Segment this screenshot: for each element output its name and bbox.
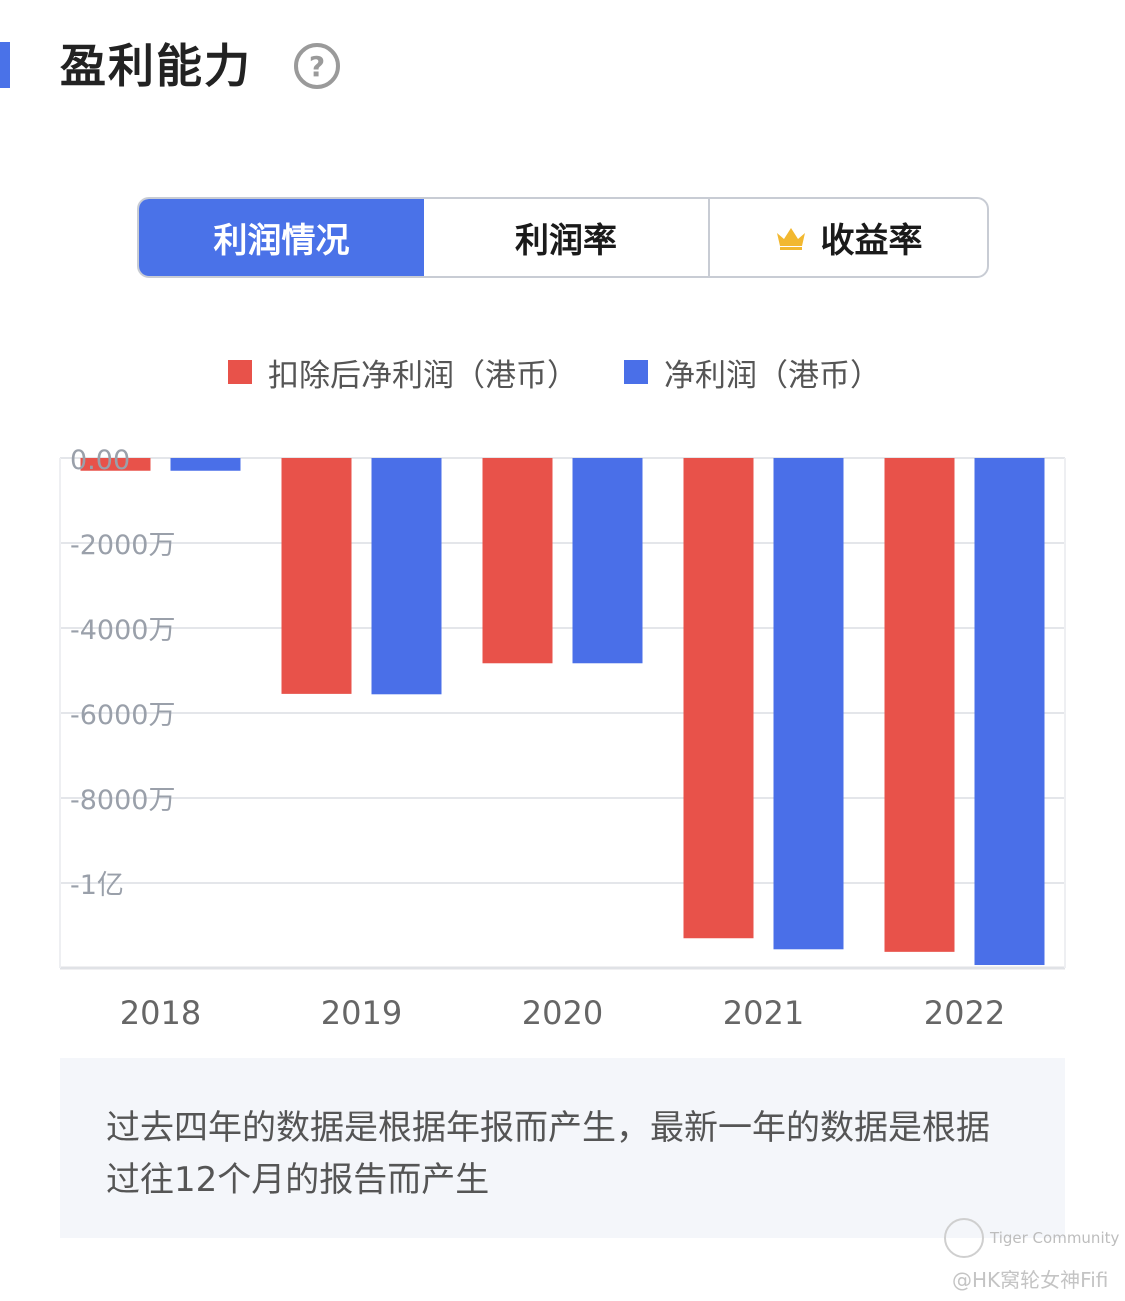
profit-bar-chart: 2018 2019 2020 2021 2022 0.00 -2000万 -4000万 -600… <box>59 445 1066 1032</box>
bar-2018-series-1 <box>170 458 241 471</box>
bar-2020-series-1 <box>572 458 643 664</box>
y-tick-label: -1亿 <box>70 870 124 901</box>
legend-item-net-profit[interactable]: 净利润（港币） <box>624 350 881 395</box>
bar-2018-series-0 <box>80 458 151 471</box>
bar-2022-series-0 <box>884 458 955 952</box>
tiger-logo-icon <box>944 1218 984 1258</box>
question-circle-icon[interactable]: ? <box>294 43 340 89</box>
help-symbol: ? <box>308 49 326 83</box>
bar-2020-series-0 <box>482 458 553 664</box>
legend-item-adjusted-net-profit[interactable]: 扣除后净利润（港币） <box>228 350 578 395</box>
section-accent-bar <box>0 42 10 88</box>
bar-2019-series-0 <box>281 458 352 694</box>
data-source-note: 过去四年的数据是根据年报而产生，最新一年的数据是根据过往12个月的报告而产生 <box>60 1058 1065 1238</box>
crown-icon <box>776 227 805 250</box>
tab-profit-overview-label: 利润情况 <box>213 221 350 261</box>
legend-swatch-blue <box>624 360 648 384</box>
x-tick-label: 2018 <box>120 994 201 1032</box>
x-tick-label: 2021 <box>723 994 804 1032</box>
bar-2022-series-1 <box>974 458 1045 966</box>
tab-profit-margin-label: 利润率 <box>515 221 617 261</box>
tab-profit-overview[interactable]: 利润情况 <box>139 199 424 276</box>
tab-bar: 利润情况 利润率 收益率 <box>137 197 989 278</box>
y-tick-label: -2000万 <box>70 530 175 561</box>
x-tick-label: 2022 <box>924 994 1005 1032</box>
watermark-brand: Tiger Community <box>990 1229 1120 1247</box>
legend-label-adjusted-net-profit: 扣除后净利润（港币） <box>268 357 578 394</box>
tab-profit-margin[interactable]: 利润率 <box>424 199 710 276</box>
x-tick-label: 2020 <box>522 994 603 1032</box>
y-tick-label: -4000万 <box>70 615 175 646</box>
watermark-user: @HK窝轮女神Fifi <box>952 1268 1109 1292</box>
legend-swatch-red <box>228 360 252 384</box>
bar-2021-series-0 <box>683 458 754 939</box>
section-title: 盈利能力 <box>60 39 252 93</box>
y-tick-label: -6000万 <box>70 700 175 731</box>
tab-return-rate[interactable]: 收益率 <box>710 199 987 276</box>
chart-legend: 扣除后净利润（港币） 净利润（港币） <box>228 350 927 394</box>
y-tick-label: 0.00 <box>70 445 130 476</box>
x-tick-label: 2019 <box>321 994 402 1032</box>
legend-label-net-profit: 净利润（港币） <box>664 357 881 394</box>
y-tick-label: -8000万 <box>70 785 175 816</box>
bar-2019-series-1 <box>371 458 442 695</box>
tab-return-rate-label: 收益率 <box>820 221 923 261</box>
bar-2021-series-1 <box>773 458 844 950</box>
